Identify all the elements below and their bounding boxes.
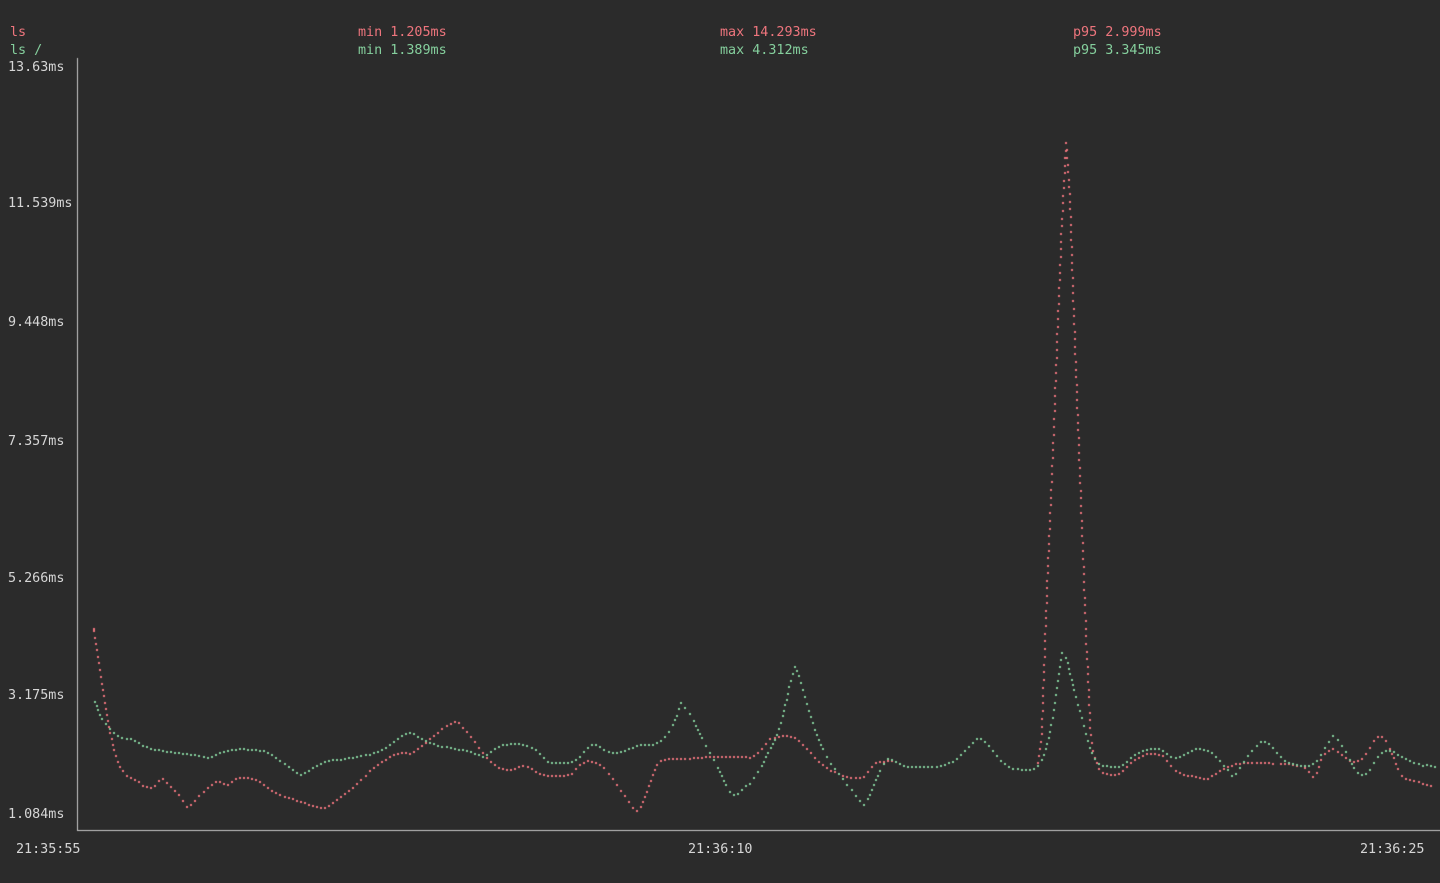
x-axis-tick-right: 21:36:25 <box>1360 842 1425 857</box>
series-1-p95-stat: p95 2.999ms <box>1073 25 1162 40</box>
series-1-label: ls <box>10 25 27 40</box>
y-axis-tick-2: 9.448ms <box>8 315 65 330</box>
series-2-max-stat: max 4.312ms <box>720 43 809 58</box>
y-axis-tick-5: 3.175ms <box>8 688 65 703</box>
series-2-label: ls / <box>10 43 43 58</box>
series-1-min-stat: min 1.205ms <box>358 25 447 40</box>
x-axis-tick-center: 21:36:10 <box>688 842 753 857</box>
y-axis-tick-0: 13.63ms <box>8 60 65 75</box>
y-axis-tick-4: 5.266ms <box>8 571 65 586</box>
series-2-min-stat: min 1.389ms <box>358 43 447 58</box>
y-axis-tick-6: 1.084ms <box>8 807 65 822</box>
y-axis-tick-3: 7.357ms <box>8 434 65 449</box>
x-axis-tick-left: 21:35:55 <box>16 842 81 857</box>
series-2-p95-stat: p95 3.345ms <box>1073 43 1162 58</box>
y-axis-tick-1: 11.539ms <box>8 196 73 211</box>
series-1-max-stat: max 14.293ms <box>720 25 817 40</box>
